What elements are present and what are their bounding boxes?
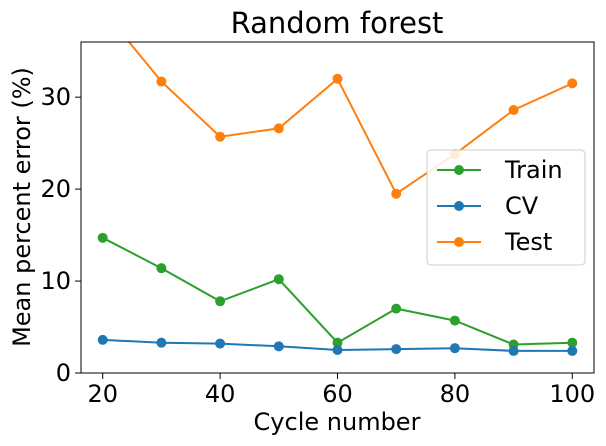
data-point-cv: [508, 345, 519, 356]
chart-title: Random forest: [231, 6, 444, 40]
data-point-test: [98, 5, 108, 15]
data-point-cv: [97, 334, 108, 345]
data-point-test: [391, 188, 402, 199]
legend-label-test: Test: [504, 228, 552, 256]
x-tick-label: 80: [440, 380, 471, 408]
data-point-cv: [391, 344, 402, 355]
data-point-test: [156, 76, 167, 87]
x-tick-label: 100: [549, 380, 595, 408]
legend-box: [426, 149, 586, 266]
legend: Train CV Test: [426, 149, 586, 266]
data-point-cv: [567, 345, 578, 356]
x-axis-label: Cycle number: [254, 408, 421, 436]
legend-marker-train: [454, 165, 464, 175]
data-point-train: [156, 263, 167, 274]
data-point-train: [332, 337, 343, 348]
x-tick-label: 40: [205, 380, 236, 408]
data-point-train: [449, 315, 460, 326]
legend-label-cv: CV: [505, 192, 539, 220]
data-point-cv: [273, 341, 284, 352]
y-axis-label: Mean percent error (%): [8, 67, 36, 347]
y-tick-label: 0: [56, 359, 71, 387]
data-point-train: [273, 274, 284, 285]
data-point-train: [215, 296, 226, 307]
data-point-cv: [332, 345, 343, 356]
plot-frame: [80, 41, 595, 374]
y-tick-label: 20: [40, 175, 71, 203]
data-point-cv: [215, 338, 226, 349]
x-tick-label: 60: [322, 380, 353, 408]
legend-marker-test: [454, 237, 464, 247]
data-point-test: [215, 131, 226, 142]
data-point-cv: [156, 337, 167, 348]
legend-label-train: Train: [504, 156, 563, 184]
data-point-cv: [449, 343, 460, 354]
legend-marker-cv: [454, 201, 464, 211]
data-point-test: [273, 123, 284, 134]
y-tick-label: 30: [40, 83, 71, 111]
data-point-test: [508, 105, 519, 116]
y-tick-label: 10: [40, 267, 71, 295]
data-point-train: [391, 303, 402, 314]
x-tick-label: 20: [87, 380, 118, 408]
data-point-test: [332, 73, 343, 84]
data-point-train: [97, 232, 108, 243]
data-point-train: [567, 337, 578, 348]
data-point-test: [567, 78, 578, 89]
